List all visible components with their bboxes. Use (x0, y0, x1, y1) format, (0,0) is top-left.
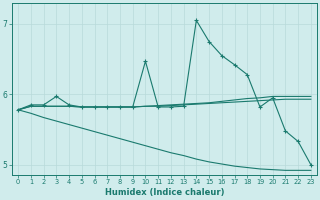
X-axis label: Humidex (Indice chaleur): Humidex (Indice chaleur) (105, 188, 224, 197)
